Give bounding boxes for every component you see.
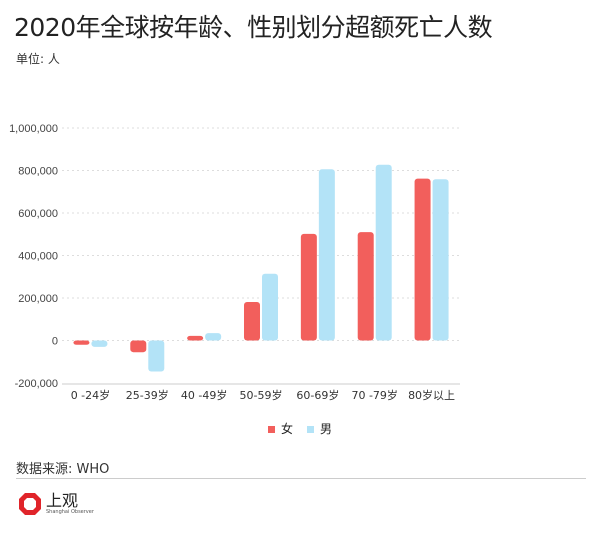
y-tick-label: 0 [52,336,58,348]
bar-male [318,169,335,341]
y-tick-label: 200,000 [18,293,58,305]
x-tick-label: 40 -49岁 [181,388,227,402]
logo: 上观 Shanghai Observer [18,492,94,516]
x-tick-label: 25-39岁 [126,388,169,402]
bar-male [432,179,449,341]
y-tick-label: 600,000 [18,208,58,220]
y-tick-label: 800,000 [18,166,58,178]
y-tick-label: 1,000,000 [9,123,58,135]
x-tick-label: 60-69岁 [296,388,339,402]
x-tick-label: 70 -79岁 [351,388,397,402]
bar-male [148,340,165,372]
bar-male [205,333,222,341]
legend-item-male[interactable]: 男 [307,420,332,437]
x-tick-label: 80岁以上 [408,388,455,402]
logo-icon [19,493,41,515]
legend-label: 女 [281,422,294,436]
bar-male [375,164,392,341]
bar-male [91,340,108,347]
x-tick-label: 0 -24岁 [71,388,110,402]
legend: 女 男 [268,420,332,437]
divider [16,478,586,479]
x-tick-label: 50-59岁 [240,388,283,402]
bar-female [357,232,374,341]
bar-female [300,233,317,341]
legend-swatch-female [268,426,275,433]
bar-female [244,302,260,341]
bar-female [414,178,431,341]
data-source: 数据来源: WHO [16,462,110,477]
bar-male [262,273,278,341]
y-tick-label: -200,000 [15,378,58,390]
bar-female [73,340,90,345]
bar-chart: -200,000 0 200,000 400,000 600,000 800,000 1,0… [9,123,460,402]
legend-label: 男 [320,422,333,436]
logo-subtext: Shanghai Observer [46,509,94,515]
legend-item-female[interactable]: 女 [268,420,293,437]
logo-text: 上观 [46,491,79,510]
chart-title: 2020年全球按年龄、性别划分超额死亡人数 [14,13,493,42]
bar-female [187,335,204,341]
bar-female [130,340,147,353]
unit-label: 单位: 人 [16,52,60,66]
y-tick-label: 400,000 [18,251,58,263]
legend-swatch-male [307,426,315,433]
